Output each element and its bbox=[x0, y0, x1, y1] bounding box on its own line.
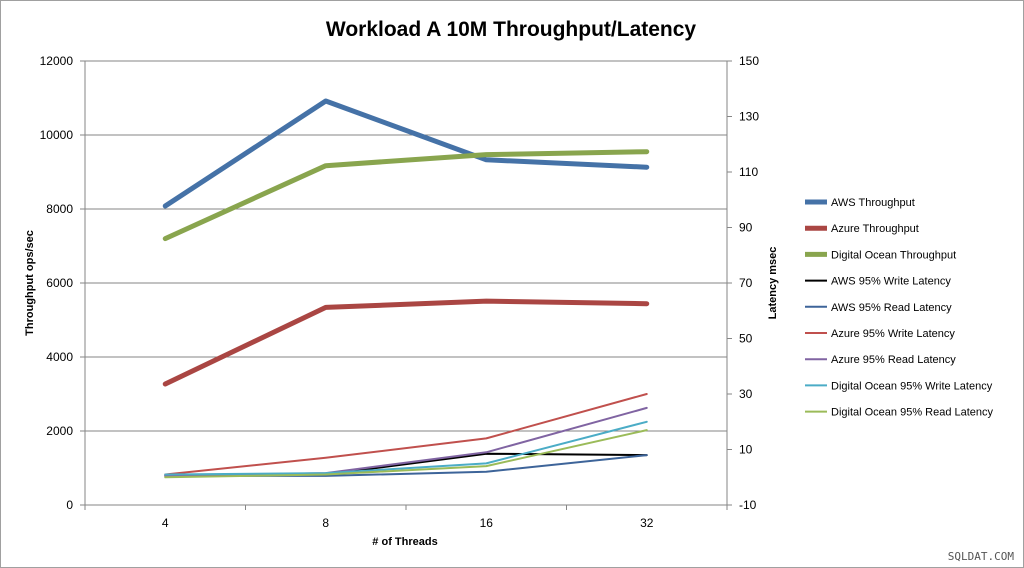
left-y-axis-title: Throughput ops/sec bbox=[24, 230, 36, 336]
left-y-axis-ticks: 0 2000 4000 6000 8000 10000 12000 bbox=[40, 54, 85, 512]
right-tick-label: 10 bbox=[739, 443, 753, 457]
watermark: SQLDAT.COM bbox=[948, 550, 1015, 563]
left-tick-label: 8000 bbox=[46, 202, 73, 216]
series-line-aws-throughput bbox=[162, 98, 650, 209]
x-axis-ticks: 4 8 16 32 bbox=[84, 505, 728, 530]
series-line-aws-95-read-latency bbox=[164, 454, 648, 477]
right-tick-label: 70 bbox=[739, 276, 753, 290]
legend-label: AWS Throughput bbox=[831, 197, 915, 209]
legend-label: Azure 95% Write Latency bbox=[831, 328, 955, 340]
right-tick-label: 110 bbox=[739, 165, 758, 179]
series-lines bbox=[162, 98, 650, 479]
right-tick-label: 90 bbox=[739, 221, 753, 235]
legend-label: Digital Ocean 95% Read Latency bbox=[831, 407, 994, 419]
left-tick-label: 2000 bbox=[46, 424, 73, 438]
legend: AWS Throughput Azure Throughput Digital Oc… bbox=[805, 197, 994, 419]
chart-title: Workload A 10M Throughput/Latency bbox=[326, 18, 697, 41]
right-y-axis-ticks: -10 10 30 50 70 90 110 130 150 bbox=[727, 54, 759, 512]
legend-label: AWS 95% Write Latency bbox=[831, 276, 951, 288]
right-y-axis-title: Latency msec bbox=[767, 247, 779, 320]
right-tick-label: 130 bbox=[739, 110, 759, 124]
series-line-digital-ocean-95-write-latency bbox=[164, 420, 648, 476]
series-line-azure-95-read-latency bbox=[164, 406, 648, 477]
right-tick-label: 30 bbox=[739, 387, 753, 401]
left-tick-label: 6000 bbox=[46, 276, 73, 290]
series-line-digital-ocean-throughput bbox=[162, 149, 650, 242]
series-line-azure-95-write-latency bbox=[164, 393, 648, 476]
legend-label: AWS 95% Read Latency bbox=[831, 302, 952, 314]
x-tick-label: 16 bbox=[480, 516, 494, 530]
x-tick-label: 32 bbox=[640, 516, 654, 530]
x-tick-label: 8 bbox=[322, 516, 329, 530]
legend-label: Digital Ocean 95% Write Latency bbox=[831, 380, 993, 392]
x-axis-title: # of Threads bbox=[372, 536, 437, 548]
x-tick-label: 4 bbox=[162, 516, 169, 530]
left-tick-label: 12000 bbox=[40, 54, 74, 68]
legend-label: Azure Throughput bbox=[831, 223, 919, 235]
series-line-digital-ocean-95-read-latency bbox=[164, 429, 648, 479]
gridlines bbox=[85, 60, 727, 432]
series-line-aws-95-write-latency bbox=[164, 452, 648, 477]
right-tick-label: 50 bbox=[739, 332, 753, 346]
right-tick-label: 150 bbox=[739, 54, 759, 68]
legend-label: Azure 95% Read Latency bbox=[831, 354, 956, 366]
left-tick-label: 4000 bbox=[46, 350, 73, 364]
legend-label: Digital Ocean Throughput bbox=[831, 249, 956, 261]
right-tick-label: -10 bbox=[739, 498, 757, 512]
series-line-azure-throughput bbox=[162, 298, 650, 387]
left-tick-label: 10000 bbox=[40, 128, 74, 142]
left-tick-label: 0 bbox=[66, 498, 73, 512]
